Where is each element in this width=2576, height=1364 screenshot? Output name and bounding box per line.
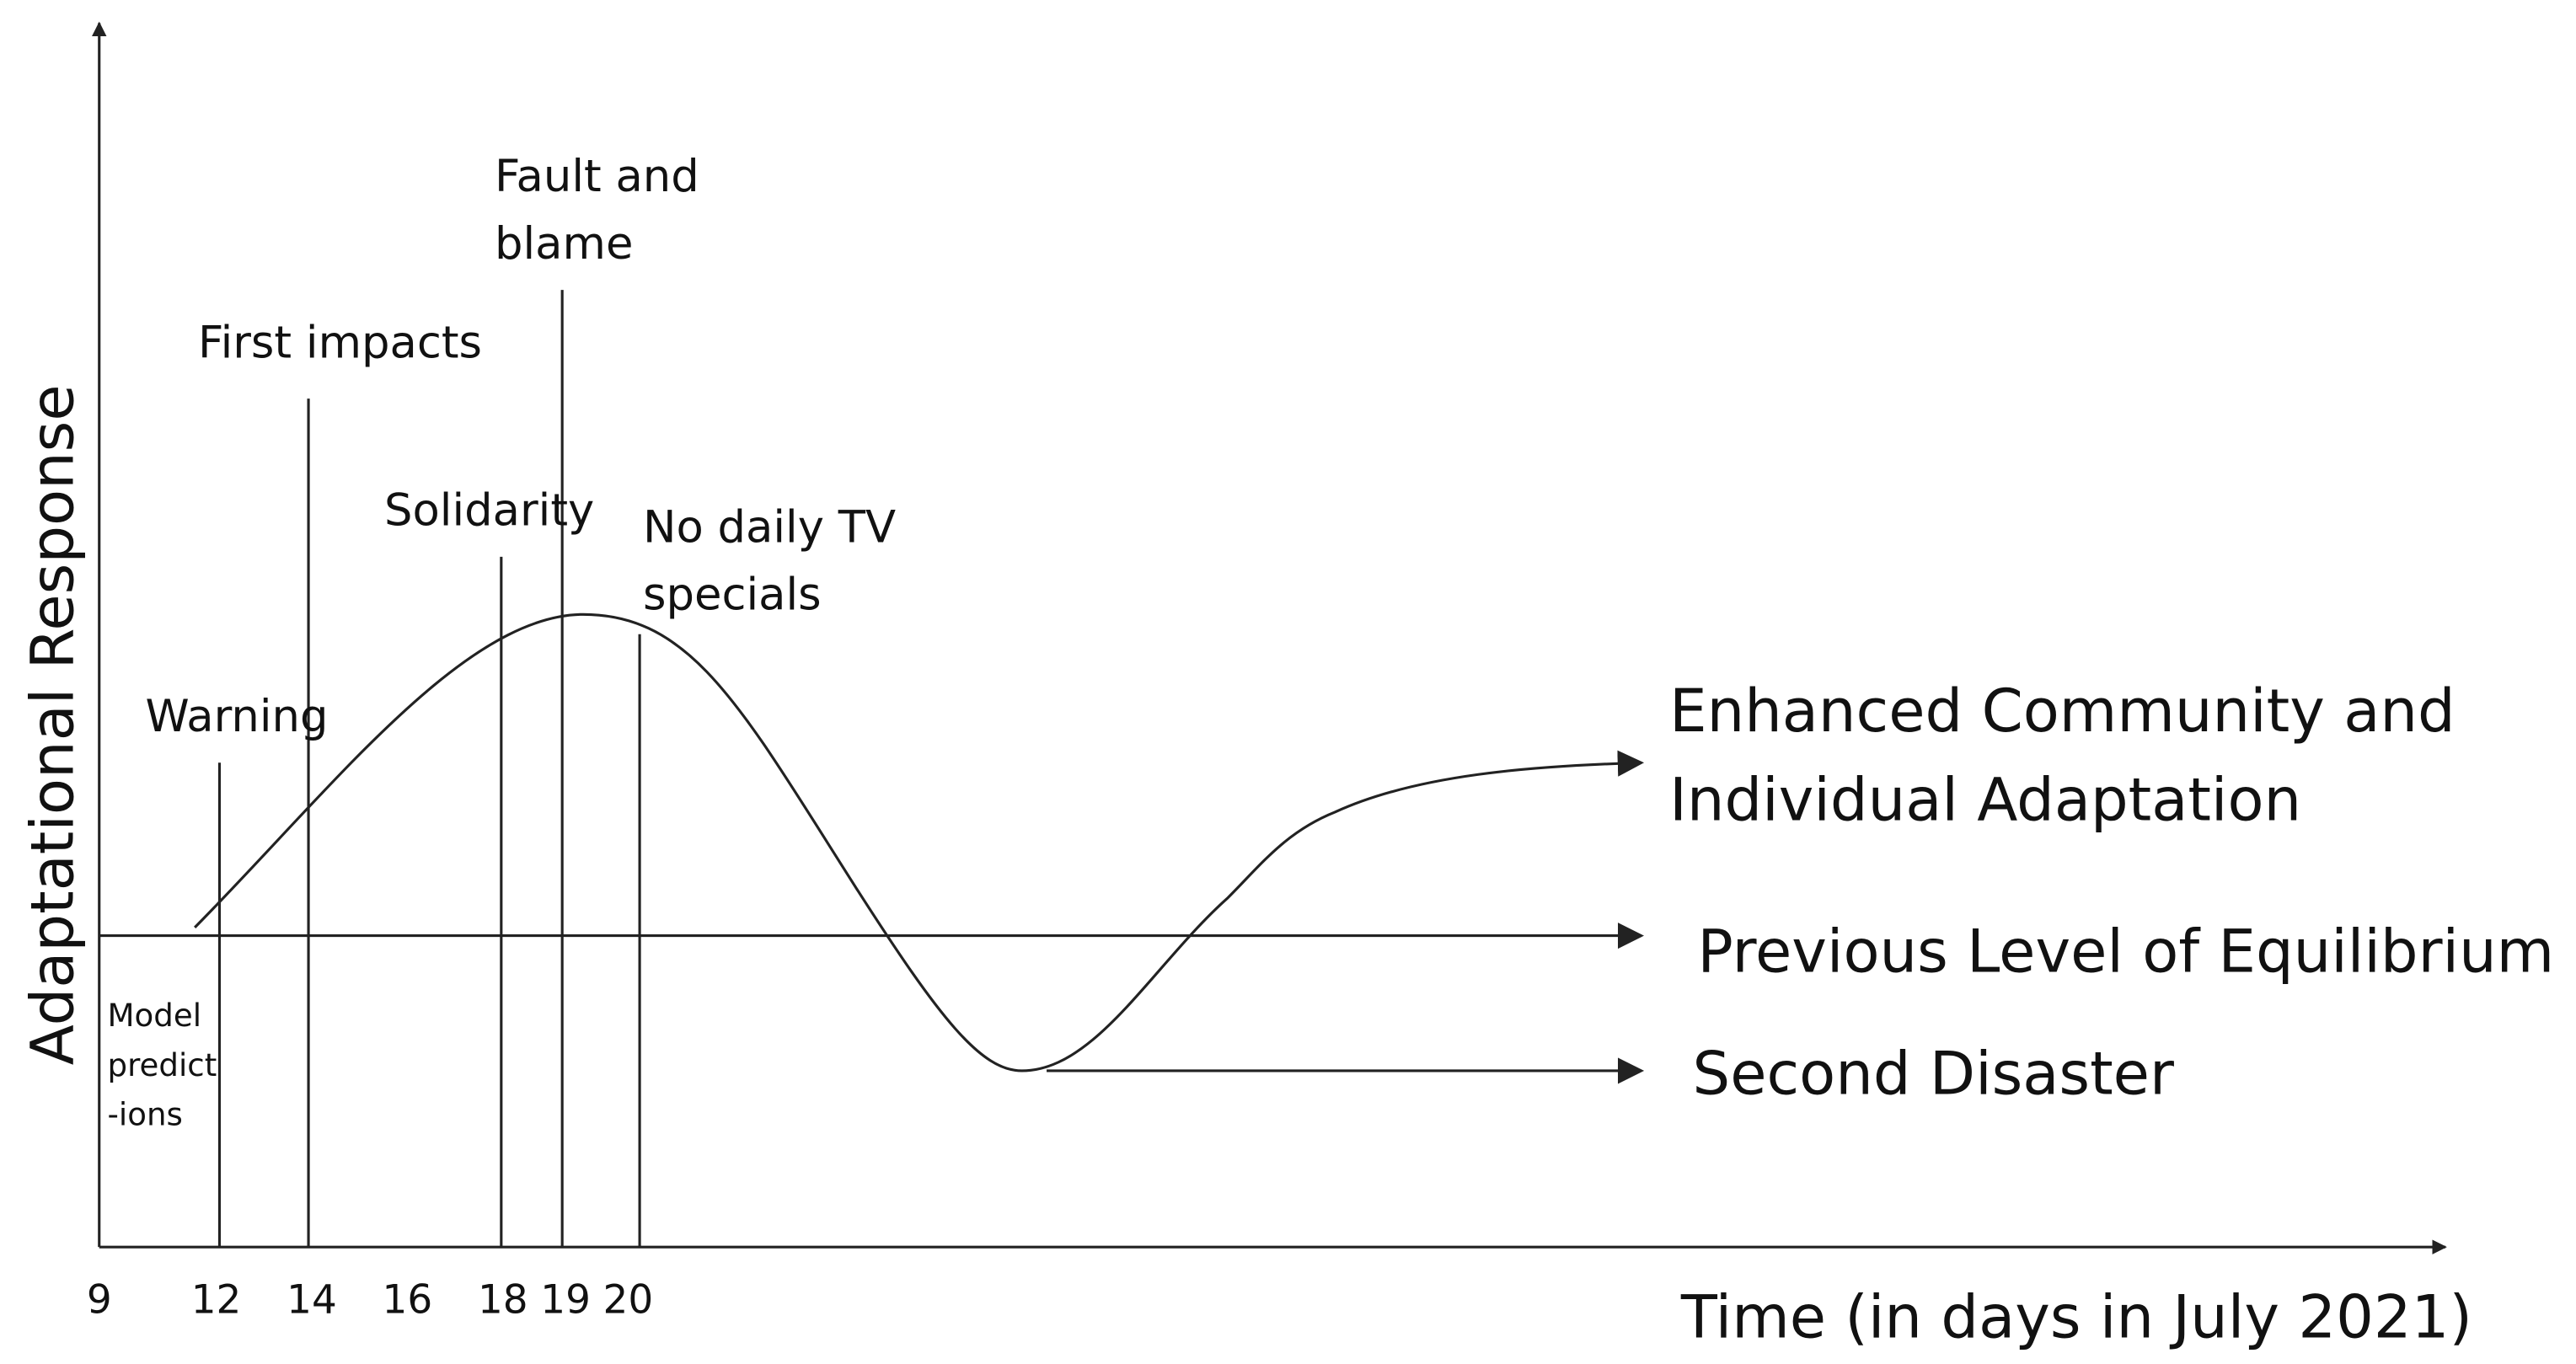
note-label: Model xyxy=(108,998,202,1034)
event-label: specials xyxy=(643,569,822,620)
labels: 9 12 14 16 18 19 20 Warning First impacts Solidar… xyxy=(87,151,2554,1324)
outcome-label: Individual Adaptation xyxy=(1669,766,2301,835)
event-label: No daily TV xyxy=(643,501,896,553)
x-tick-label: 20 xyxy=(603,1276,654,1323)
event-label: blame xyxy=(495,218,633,270)
x-axis-label: Time (in days in July 2021) xyxy=(1680,1283,2472,1352)
note-label: -ions xyxy=(108,1096,183,1132)
event-label: Solidarity xyxy=(384,485,594,537)
outcome-label: Second Disaster xyxy=(1693,1039,2174,1108)
outcome-label: Enhanced Community and xyxy=(1669,677,2456,746)
x-tick-label: 14 xyxy=(287,1276,337,1323)
event-lines xyxy=(217,290,641,1248)
outcome-label: Previous Level of Equilibrium xyxy=(1697,917,2554,987)
note-label: predict xyxy=(108,1047,217,1083)
response-curve xyxy=(194,612,1645,1072)
event-label: Fault and xyxy=(495,151,699,202)
y-axis-label: Adaptational Response xyxy=(18,384,87,1065)
x-tick-label: 19 xyxy=(540,1276,591,1323)
x-tick-label: 18 xyxy=(478,1276,528,1323)
x-tick-label: 16 xyxy=(383,1276,433,1323)
event-label: First impacts xyxy=(198,317,482,368)
event-label: Warning xyxy=(145,691,328,742)
x-tick-label: 9 xyxy=(87,1276,112,1323)
x-tick-label: 12 xyxy=(191,1276,242,1323)
